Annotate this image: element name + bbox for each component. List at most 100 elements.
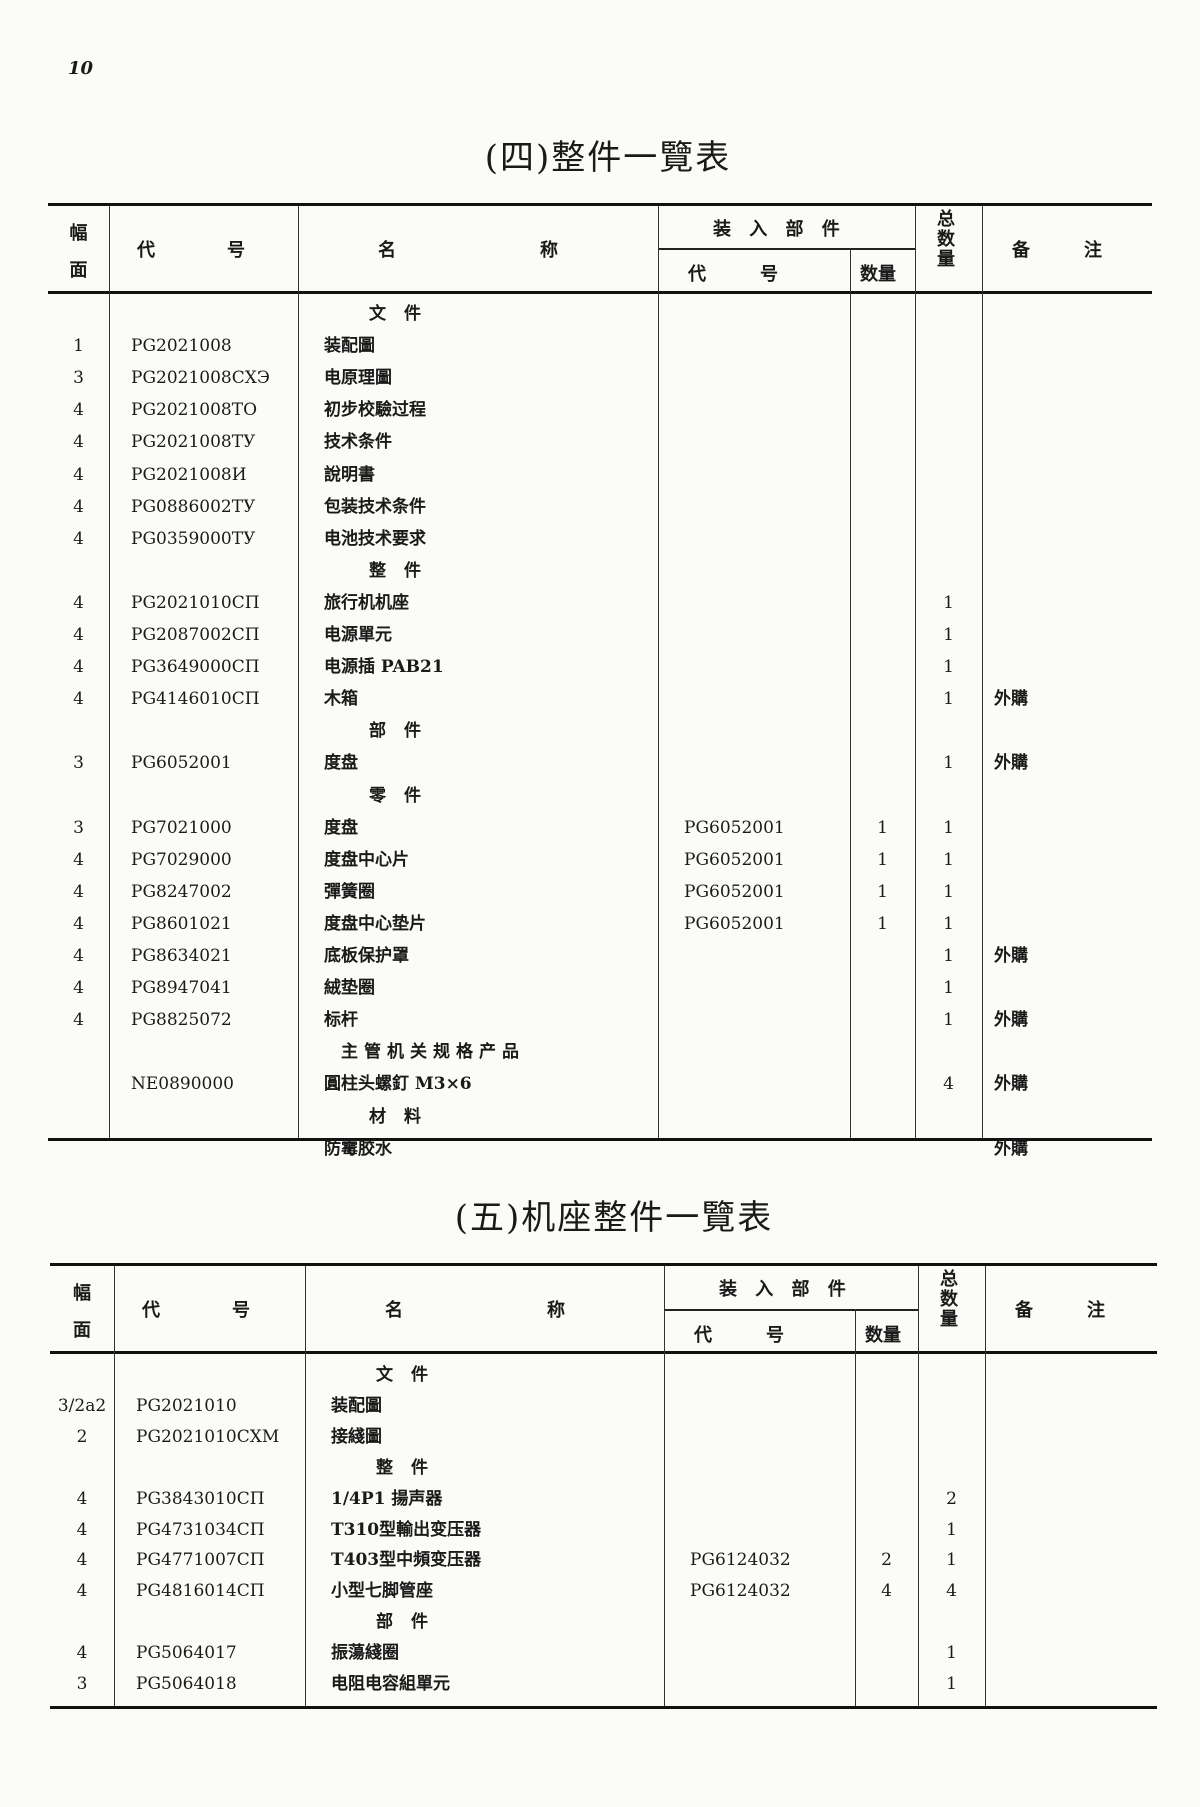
- part-code: PG5064018: [136, 1674, 237, 1694]
- column-divider: [305, 1266, 306, 1706]
- assembly-qty: 1: [877, 849, 888, 870]
- total-qty: 1: [943, 881, 954, 902]
- header-face: 面: [69, 259, 88, 281]
- table-row: 4 PG5064017 振蕩綫圈 1: [50, 1638, 1157, 1668]
- part-code: PG8947041: [131, 978, 232, 999]
- section-heading: 文 件: [376, 1365, 434, 1385]
- part-code: NE0890000: [131, 1074, 234, 1095]
- note: 外購: [994, 753, 1028, 774]
- header-total: 总数量: [940, 1269, 958, 1331]
- total-qty: 1: [946, 1674, 957, 1694]
- note: 外購: [994, 946, 1028, 966]
- page-number: 10: [68, 58, 94, 79]
- part-code: PG5064017: [136, 1643, 237, 1664]
- face-number: 3/2a2: [57, 1395, 107, 1416]
- part-code: PG2021010: [136, 1395, 237, 1416]
- part-name: T310型輸出变压器: [331, 1519, 482, 1540]
- part-code: PG8601021: [131, 913, 232, 934]
- column-divider: [918, 1266, 919, 1706]
- section-row: 文 件: [50, 1360, 1157, 1390]
- part-name: 旅行机机座: [324, 592, 409, 613]
- part-code: PG8634021: [131, 946, 232, 966]
- assembly-code: PG6124032: [690, 1581, 791, 1602]
- total-qty: 1: [943, 689, 954, 710]
- part-code: PG2021008CXЭ: [131, 368, 270, 389]
- section-heading: 整 件: [376, 1457, 434, 1478]
- assembly-code: PG6124032: [690, 1550, 791, 1571]
- rule-assembly: [658, 248, 915, 250]
- table-row: 4 PG0886002TУ 包装技术条件: [48, 492, 1152, 522]
- section-heading: 主管机关规格产品: [341, 1042, 525, 1063]
- table-row: 4 PG8247002 彈簧圈 PG6052001 1 1: [48, 877, 1152, 907]
- total-qty: 4: [946, 1581, 957, 1602]
- part-name: 电源單元: [324, 625, 392, 645]
- table-row: 4 PG2087002CП 电源單元 1: [48, 620, 1152, 650]
- rule-header: [48, 291, 1152, 294]
- table-row: 4 PG0359000TУ 电池技术要求: [48, 524, 1152, 554]
- rule-header: [50, 1351, 1157, 1354]
- column-divider: [985, 1266, 986, 1706]
- part-code: PG8247002: [131, 881, 232, 902]
- part-name: 絨垫圈: [324, 978, 375, 999]
- part-code: PG2021008: [131, 336, 232, 357]
- face-number: 3: [73, 817, 84, 838]
- part-name: 度盘中心垫片: [324, 913, 426, 934]
- part-name: 电原理圖: [324, 368, 392, 389]
- column-divider: [298, 206, 299, 1138]
- header-name: 名 称: [385, 1300, 565, 1322]
- table-row: 3 PG2021008CXЭ 电原理圖: [48, 363, 1152, 393]
- note: 外購: [994, 1074, 1028, 1095]
- assembly-code: PG6052001: [684, 881, 785, 902]
- part-name: 度盘中心片: [324, 849, 409, 870]
- part-code: PG8825072: [131, 1010, 232, 1031]
- part-name: 初步校驗过程: [324, 400, 426, 421]
- section-heading: 文 件: [369, 304, 427, 324]
- table-row: 4 PG2021008TO 初步校驗过程: [48, 395, 1152, 425]
- header-note: 备 注: [1015, 1300, 1105, 1322]
- table-row: 1 PG2021008 装配圖: [48, 331, 1152, 361]
- column-divider: [658, 206, 659, 1138]
- total-qty: 2: [946, 1488, 957, 1509]
- assembly-code: PG6052001: [684, 817, 785, 838]
- table-row: 4 PG2021008TУ 技术条件: [48, 427, 1152, 457]
- table-row: 3/2a2 PG2021010 装配圖: [50, 1391, 1157, 1421]
- total-qty: 1: [946, 1519, 957, 1540]
- part-code: PG0359000TУ: [131, 528, 256, 549]
- note: 外購: [994, 689, 1028, 710]
- section-heading: 部 件: [376, 1612, 434, 1633]
- face-number: 4: [73, 978, 84, 999]
- part-name: 圓柱头螺釘 M3×6: [324, 1074, 472, 1095]
- total-qty: 1: [943, 625, 954, 645]
- table-row: 4 PG3843010CП 1/4P1 揚声器 2: [50, 1484, 1157, 1514]
- table-row: 4 PG3649000CП 电源插 PAB21 1: [48, 652, 1152, 682]
- total-qty: 1: [943, 978, 954, 999]
- part-code: PG2087002CП: [131, 625, 260, 645]
- header-name: 名 称: [378, 240, 558, 262]
- table-row: 防霉胶水 外購: [48, 1134, 1152, 1164]
- total-qty: 1: [943, 1010, 954, 1031]
- total-qty: 1: [943, 849, 954, 870]
- face-number: 4: [73, 849, 84, 870]
- column-divider: [850, 248, 851, 1138]
- part-code: PG7021000: [131, 817, 232, 838]
- section-row: 整 件: [48, 556, 1152, 586]
- assembly-qty: 1: [877, 817, 888, 838]
- header-face: 面: [73, 1319, 91, 1341]
- column-divider: [855, 1309, 856, 1706]
- part-name: 装配圖: [324, 336, 375, 357]
- table-row: 4 PG7029000 度盘中心片 PG6052001 1 1: [48, 845, 1152, 875]
- table-complete-units: 幅面代 号名 称装 入 部 件代 号数量 总数量备 注文 件 1 PG2021008 装…: [48, 203, 1152, 1159]
- section-heading: 整 件: [369, 560, 427, 581]
- face-number: 4: [73, 528, 84, 549]
- header-sub-code: 代 号: [694, 1325, 784, 1346]
- face-number: 4: [76, 1488, 88, 1509]
- section-heading: 部 件: [369, 721, 427, 742]
- section-row: 文 件: [48, 299, 1152, 329]
- table-row: NE0890000 圓柱头螺釘 M3×6 4 外購: [48, 1069, 1152, 1099]
- part-name: 电源插 PAB21: [324, 657, 444, 678]
- table-row: 4 PG2021010CП 旅行机机座 1: [48, 588, 1152, 618]
- face-number: 4: [76, 1519, 88, 1540]
- table-row: 4 PG4146010CП 木箱 1 外購: [48, 684, 1152, 714]
- face-number: 3: [73, 753, 84, 774]
- column-divider: [114, 1266, 115, 1706]
